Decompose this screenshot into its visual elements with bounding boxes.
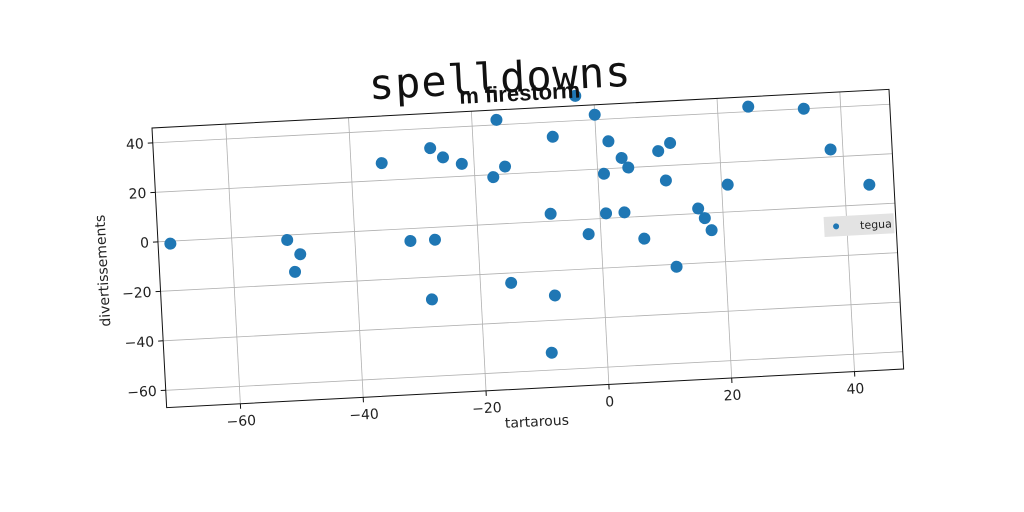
legend-marker — [833, 223, 840, 230]
scatter-point — [499, 160, 512, 173]
scatter-point — [863, 178, 876, 191]
scatter-point — [597, 167, 610, 180]
scatter-point — [652, 145, 665, 158]
scatter-point — [797, 102, 810, 115]
scatter-point — [742, 100, 755, 113]
y-gridline — [157, 202, 895, 243]
x-tick-labels: −60 −40 −20 0 20 40 — [226, 381, 865, 430]
y-gridline — [165, 351, 903, 391]
scatter-point — [622, 161, 635, 174]
scatter-point — [294, 248, 307, 261]
y-tick-label: −20 — [122, 285, 152, 303]
scatter-plot: −60 −40 −20 0 20 40 −60 −40 −20 0 20 40 m firestor… — [92, 78, 905, 432]
y-axis-label: divertissements — [92, 214, 114, 327]
scatter-point — [721, 178, 734, 191]
scatter-point — [705, 224, 718, 237]
scatter-point — [281, 234, 294, 247]
scatter-point — [600, 207, 613, 220]
x-tick-label: −60 — [226, 413, 256, 431]
scatter-point — [670, 260, 683, 273]
legend: tegua — [823, 213, 895, 237]
y-tick-labels: −60 −40 −20 0 20 40 — [122, 136, 158, 402]
grid-layer — [147, 91, 903, 409]
scatter-point — [487, 171, 500, 184]
scatter-point — [548, 289, 561, 302]
x-axis-label: tartarous — [505, 413, 570, 432]
y-tick-label: 40 — [126, 136, 145, 153]
x-tick-label: 20 — [723, 388, 742, 405]
scatter-point — [436, 151, 449, 164]
x-tick-label: 0 — [605, 394, 615, 410]
scatter-point — [164, 237, 177, 250]
scatter-point — [375, 157, 388, 170]
x-tick-label: −20 — [472, 400, 502, 418]
scatter-point — [602, 135, 615, 148]
scatter-point — [588, 108, 601, 121]
scatter-point — [455, 157, 468, 170]
y-tick-label: 0 — [140, 235, 150, 251]
scatter-point — [664, 137, 677, 150]
scatter-point — [545, 346, 558, 359]
scatter-point — [569, 89, 582, 102]
plot-frame — [151, 88, 905, 409]
scatter-point — [582, 228, 595, 241]
scatter-point — [289, 265, 302, 278]
scatter-point — [659, 174, 672, 187]
scatter-point — [615, 151, 628, 164]
x-tick-label: 40 — [846, 381, 865, 398]
y-tick-label: −40 — [124, 334, 154, 352]
y-gridline — [155, 153, 893, 193]
scatter-point — [698, 212, 711, 225]
scatter-point — [404, 235, 417, 248]
scatter-point — [618, 206, 631, 219]
scatter-point — [424, 142, 437, 155]
scatter-point — [428, 233, 441, 246]
scatter-point — [692, 202, 705, 215]
scatter-point — [505, 276, 518, 289]
x-gridline — [348, 117, 364, 398]
y-gridline — [152, 103, 890, 144]
y-tick-label: 20 — [128, 186, 147, 203]
scatter-point — [425, 293, 438, 306]
x-tick-label: −40 — [349, 407, 379, 425]
y-gridline — [160, 252, 898, 292]
x-gridline — [470, 111, 487, 391]
points-layer — [164, 89, 876, 359]
plot-container: −60 −40 −20 0 20 40 −60 −40 −20 0 20 40 m firestor… — [92, 78, 905, 432]
scatter-point — [638, 232, 651, 245]
legend-label: tegua — [860, 217, 892, 232]
y-gridline — [163, 301, 901, 342]
scatter-point — [546, 130, 559, 143]
chart-title: m firestorm — [459, 78, 581, 109]
x-gridline — [716, 98, 733, 379]
y-tick-label: −60 — [127, 384, 157, 402]
x-gridline — [593, 104, 610, 385]
x-gridline — [225, 124, 241, 404]
scatter-point — [544, 207, 557, 220]
scatter-point — [824, 143, 837, 156]
scatter-point — [490, 113, 503, 126]
legend-box — [823, 213, 895, 237]
